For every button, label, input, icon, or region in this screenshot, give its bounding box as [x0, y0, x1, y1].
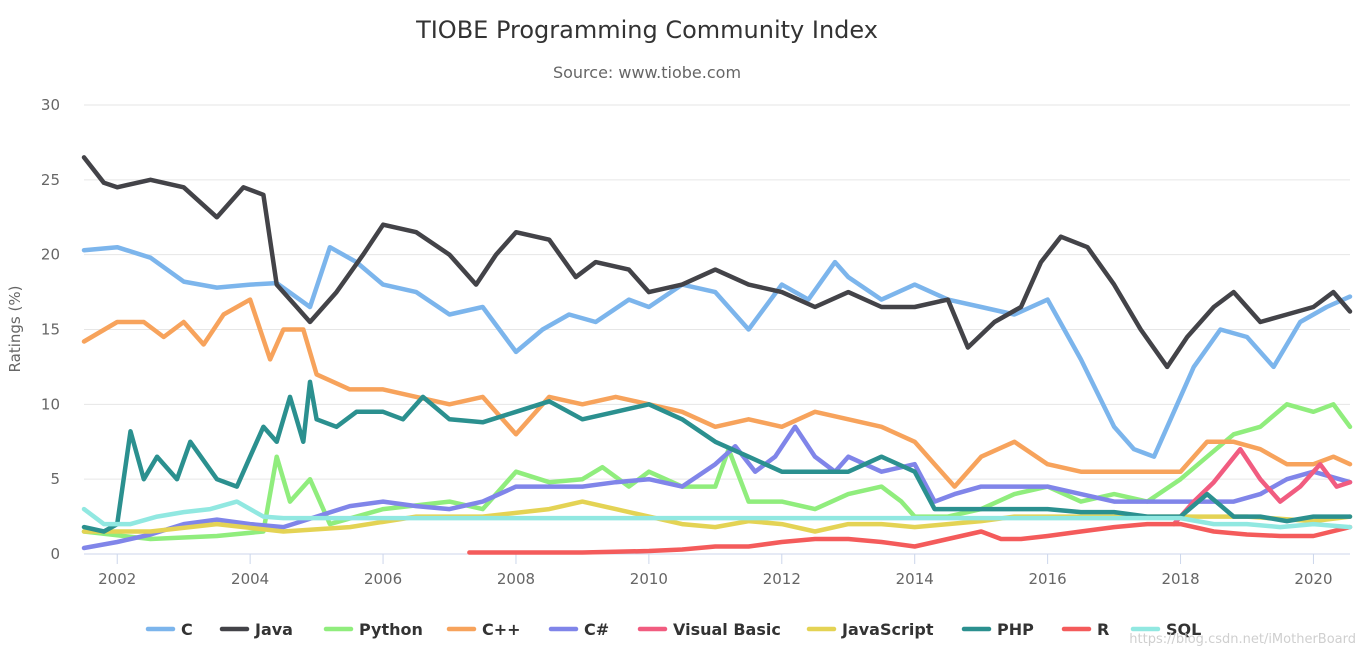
legend-item-php[interactable]: PHP [961, 620, 1034, 639]
legend-label: SQL [1166, 620, 1201, 639]
legend-item-c-[interactable]: C# [548, 620, 609, 639]
x-axis-ticks: 2002 2004 2006 2008 2010 2012 2014 2016 2018 2020 [84, 553, 1350, 588]
series-line-java[interactable] [81, 155, 1353, 370]
y-tick-label: 5 [50, 470, 60, 488]
series-line-r[interactable] [467, 521, 1353, 555]
legend-item-visual-basic[interactable]: Visual Basic [637, 620, 781, 639]
chart-title: TIOBE Programming Community Index [415, 16, 878, 44]
legend-label: C [181, 620, 193, 639]
legend-label: PHP [997, 620, 1034, 639]
legend: C Java Python C++ C# Visual Basic JavaScript PH… [145, 620, 1201, 639]
y-tick-label: 0 [50, 545, 60, 563]
y-axis-title: Ratings (%) [6, 286, 24, 373]
series-line-c-[interactable] [81, 297, 1353, 489]
legend-item-r[interactable]: R [1061, 620, 1109, 639]
y-tick-label: 25 [41, 171, 60, 189]
x-tick-label: 2018 [1161, 570, 1199, 588]
legend-label: C# [584, 620, 609, 639]
legend-label: Python [359, 620, 423, 639]
x-tick-label: 2008 [497, 570, 535, 588]
x-tick-label: 2012 [763, 570, 801, 588]
legend-label: Visual Basic [673, 620, 781, 639]
y-axis-ticks: 0 5 10 15 20 25 30 [41, 96, 60, 563]
series-line-c[interactable] [81, 244, 1353, 459]
x-tick-label: 2014 [896, 570, 934, 588]
legend-label: Java [254, 620, 293, 639]
legend-label: C++ [482, 620, 521, 639]
legend-item-c-[interactable]: C++ [446, 620, 521, 639]
legend-item-javascript[interactable]: JavaScript [806, 620, 934, 639]
legend-item-c[interactable]: C [145, 620, 193, 639]
legend-item-sql[interactable]: SQL [1130, 620, 1201, 639]
y-tick-label: 10 [41, 395, 60, 413]
x-tick-label: 2004 [231, 570, 269, 588]
series-line-visual-basic[interactable] [1171, 446, 1353, 527]
x-tick-label: 2010 [630, 570, 668, 588]
y-tick-label: 20 [41, 246, 60, 264]
legend-label: JavaScript [841, 620, 934, 639]
series-line-sql[interactable] [81, 499, 1353, 530]
chart-subtitle: Source: www.tiobe.com [553, 63, 741, 82]
legend-label: R [1097, 620, 1109, 639]
series-line-php[interactable] [81, 379, 1353, 534]
watermark: https://blog.csdn.net/iMotherBoard [1129, 632, 1356, 647]
y-tick-label: 30 [41, 96, 60, 114]
x-tick-label: 2016 [1029, 570, 1067, 588]
x-tick-label: 2002 [98, 570, 136, 588]
x-tick-label: 2006 [364, 570, 402, 588]
y-tick-label: 15 [41, 321, 60, 339]
x-tick-label: 2020 [1294, 570, 1332, 588]
plot-area [81, 155, 1353, 555]
legend-item-java[interactable]: Java [219, 620, 293, 639]
legend-item-python[interactable]: Python [323, 620, 423, 639]
